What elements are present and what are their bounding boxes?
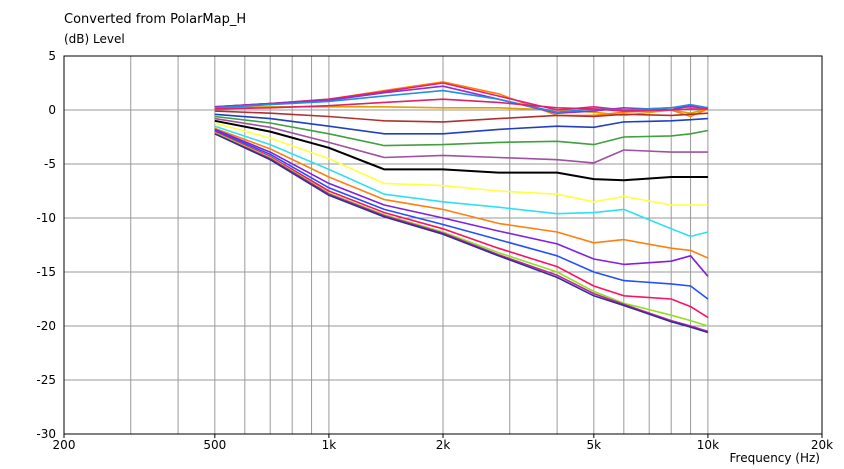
y-tick-label: 5: [48, 49, 56, 63]
series-line-10: [214, 117, 708, 164]
series-line-15: [214, 128, 709, 277]
y-tick-label: -10: [36, 211, 56, 225]
x-tick-label: 500: [203, 438, 226, 452]
series-line-8: [214, 113, 708, 135]
series-line-20: [214, 133, 709, 334]
series-line-13: [214, 125, 709, 238]
x-tick-label: 20k: [811, 438, 833, 452]
y-tick-label: -5: [44, 157, 56, 171]
y-tick-label: -25: [36, 373, 56, 387]
series-line-12: [214, 122, 708, 206]
series-line-11: [214, 119, 708, 182]
y-tick-label: -15: [36, 265, 56, 279]
series-line-6: [214, 98, 708, 112]
x-tick-label: 10k: [697, 438, 719, 452]
x-tick-label: 2k: [436, 438, 451, 452]
series-line-9: [214, 115, 709, 147]
x-tick-label: 5k: [587, 438, 602, 452]
y-tick-labels: 5 0 -5 -10 -15 -20 -25 -30: [36, 49, 56, 441]
series-line-16: [214, 129, 709, 300]
series-line-18: [214, 131, 709, 327]
y-tick-label: -20: [36, 319, 56, 333]
y-tick-label: -30: [36, 427, 56, 441]
chart-title: Converted from PolarMap_H: [64, 12, 247, 27]
y-axis-label: (dB) Level: [64, 32, 125, 46]
series-line-3: [214, 82, 708, 111]
series-line-14: [214, 127, 709, 259]
series-line-19: [214, 133, 709, 333]
x-tick-labels: 200 500 1k 2k 5k 10k 20k: [53, 434, 833, 452]
series-lines: [214, 81, 709, 334]
x-axis-label: Frequency (Hz): [729, 451, 821, 465]
grid: [64, 56, 822, 434]
x-tick-label: 200: [53, 438, 76, 452]
x-tick-label: 1k: [322, 438, 337, 452]
y-tick-label: 0: [48, 103, 56, 117]
series-line-7: [214, 110, 708, 123]
series-line-17: [214, 130, 709, 319]
